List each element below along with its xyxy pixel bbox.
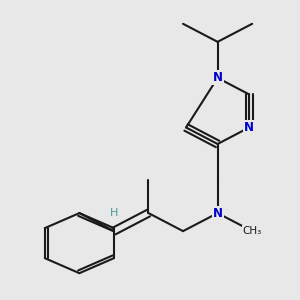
Text: N: N xyxy=(213,71,223,84)
Text: CH₃: CH₃ xyxy=(242,226,262,236)
Text: N: N xyxy=(213,207,223,220)
Text: N: N xyxy=(244,121,254,134)
Text: H: H xyxy=(110,208,118,218)
